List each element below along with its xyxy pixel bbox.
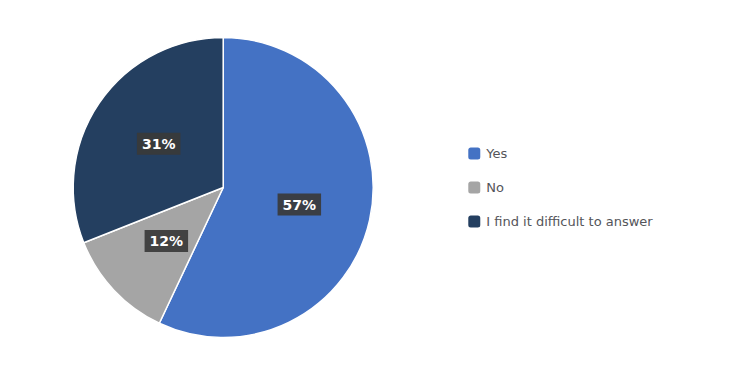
- svg-text:Yes: Yes: [485, 146, 507, 161]
- svg-text:I find it difficult to answer: I find it difficult to answer: [486, 214, 653, 229]
- svg-text:12%: 12%: [150, 233, 184, 249]
- svg-text:No: No: [486, 180, 504, 195]
- svg-text:57%: 57%: [283, 197, 317, 213]
- svg-text:31%: 31%: [142, 136, 176, 152]
